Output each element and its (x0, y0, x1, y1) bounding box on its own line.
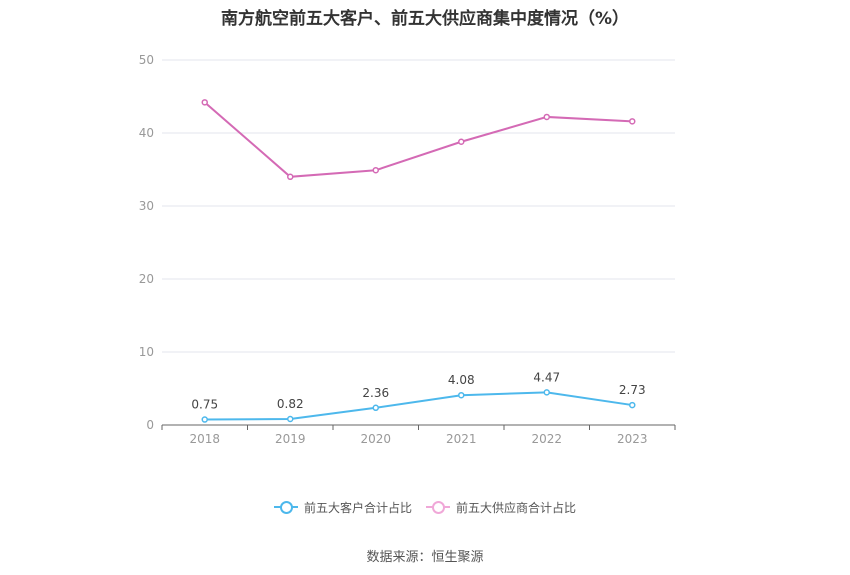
data-point-1-2022 (543, 113, 550, 121)
chart-title: 南方航空前五大客户、前五大供应商集中度情况（%） (220, 9, 630, 29)
data-point-0-2018 (201, 416, 208, 423)
data-label-2020: 2.36 (362, 386, 389, 400)
series-line-0 (204, 391, 633, 421)
x-tick-label-2022: 2022 (531, 432, 562, 446)
y-tick-label-0: 0 (146, 418, 154, 432)
x-tick-label-2023: 2023 (617, 432, 648, 446)
data-point-0-2020 (372, 404, 379, 412)
data-point-0-2019 (287, 415, 294, 423)
y-tick-label-40: 40 (139, 126, 154, 140)
data-point-1-2018 (201, 99, 208, 106)
data-labels: 0.75 0.82 2.36 4.08 4.47 2.73 (191, 370, 645, 411)
legend-swatch-suppliers (426, 500, 450, 514)
data-source: 数据来源：恒生聚源 (366, 550, 484, 565)
grid-lines (162, 59, 675, 353)
x-tick-label-2020: 2020 (360, 432, 391, 446)
legend-label-customers: 前五大客户合计占比 (303, 500, 412, 515)
data-label-2018: 0.75 (191, 398, 218, 412)
x-tick-label-2018: 2018 (189, 432, 220, 446)
data-label-2021: 4.08 (448, 373, 475, 387)
y-tick-label-20: 20 (139, 272, 154, 286)
data-point-1-2021 (458, 138, 465, 146)
data-point-0-2021 (458, 391, 465, 399)
y-tick-label-50: 50 (139, 53, 154, 67)
legend-label-suppliers: 前五大供应商合计占比 (456, 500, 577, 515)
data-label-2023: 2.73 (619, 383, 646, 397)
series-line-1 (204, 101, 633, 178)
data-label-2022: 4.47 (533, 370, 560, 384)
data-point-1-2023 (629, 118, 636, 125)
series (201, 99, 636, 423)
legend: 前五大客户合计占比 前五大供应商合计占比 (0, 497, 850, 517)
data-point-1-2020 (372, 166, 379, 174)
data-point-0-2023 (629, 401, 636, 409)
legend-swatch-customers (273, 500, 298, 514)
legend-item-customers[interactable]: 前五大客户合计占比 (273, 497, 412, 517)
y-tick-label-10: 10 (139, 345, 154, 359)
y-tick-label-30: 30 (139, 199, 154, 213)
x-tick-label-2021: 2021 (446, 432, 477, 446)
data-label-2019: 0.82 (277, 397, 304, 411)
axes: 0 10 20 30 40 50 2018 2019 2020 2021 2022 2023 (139, 53, 676, 446)
data-point-0-2022 (543, 389, 550, 396)
legend-item-suppliers[interactable]: 前五大供应商合计占比 (426, 497, 576, 517)
x-tick-label-2019: 2019 (275, 432, 306, 446)
data-point-1-2019 (287, 173, 294, 181)
